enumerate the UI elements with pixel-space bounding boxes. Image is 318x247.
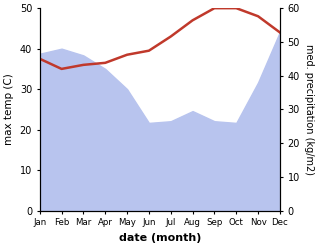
Y-axis label: med. precipitation (kg/m2): med. precipitation (kg/m2) (304, 44, 314, 175)
X-axis label: date (month): date (month) (119, 233, 201, 243)
Y-axis label: max temp (C): max temp (C) (4, 74, 14, 145)
